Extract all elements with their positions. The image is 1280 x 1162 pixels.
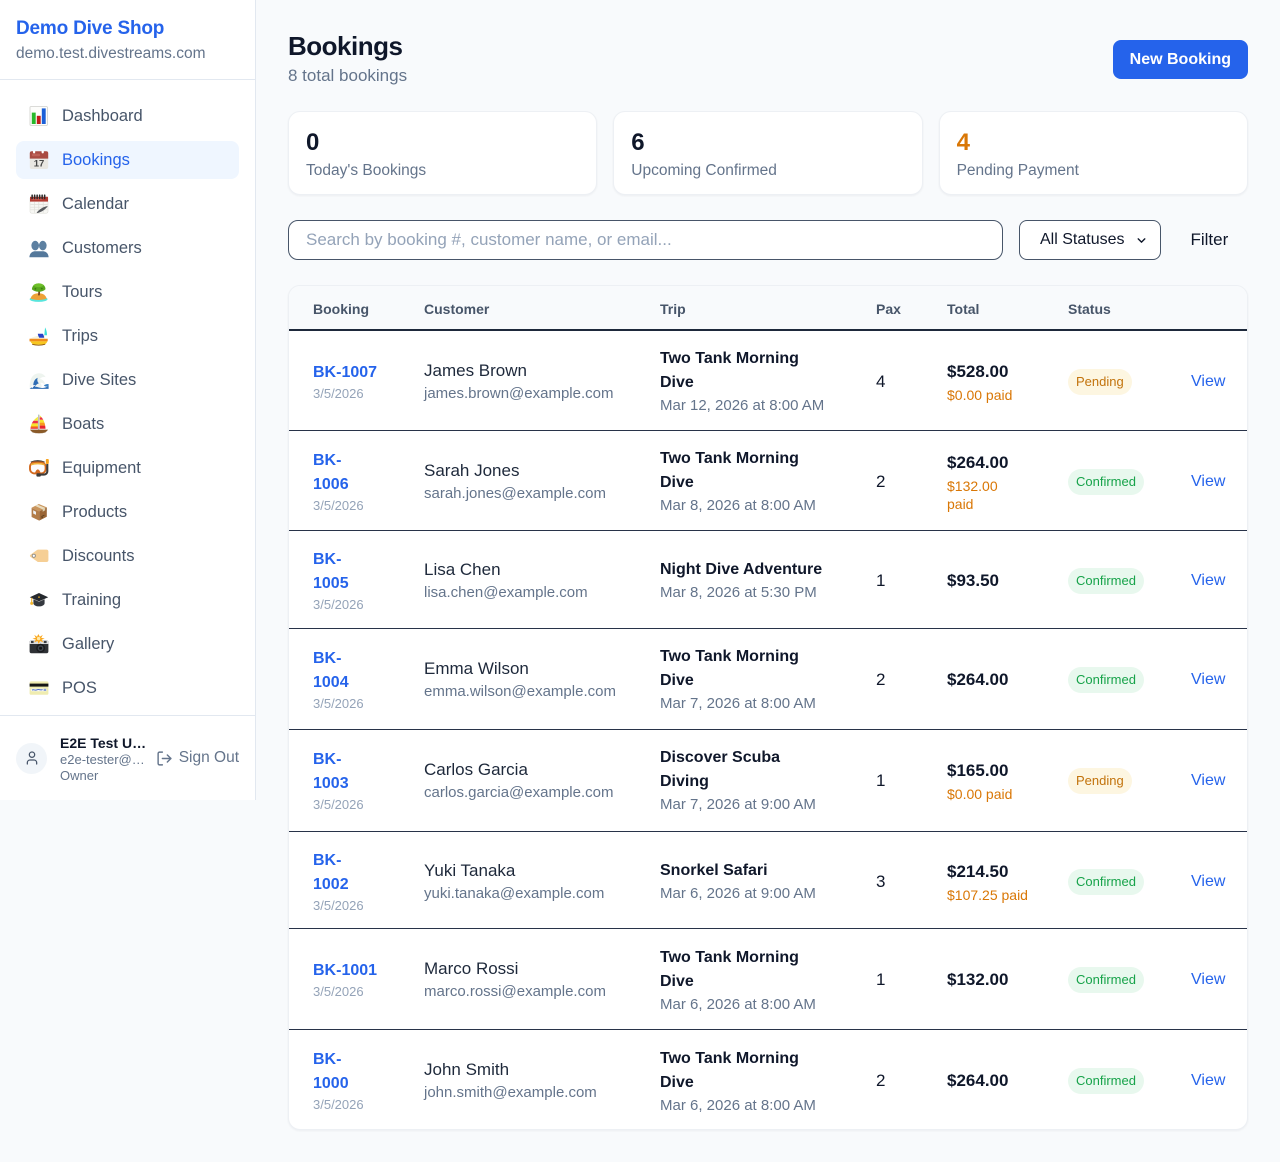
svg-text:17: 17 (34, 159, 45, 170)
